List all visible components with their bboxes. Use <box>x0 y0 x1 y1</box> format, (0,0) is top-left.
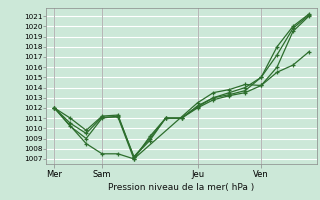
X-axis label: Pression niveau de la mer( hPa ): Pression niveau de la mer( hPa ) <box>108 183 255 192</box>
